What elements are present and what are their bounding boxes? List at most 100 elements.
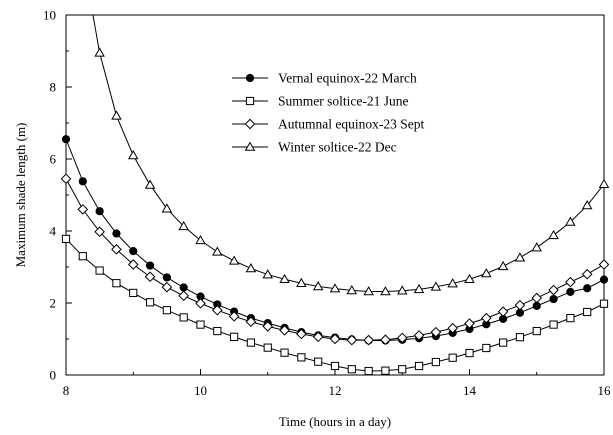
data-point-3 [111,110,122,120]
data-point-1 [599,299,609,308]
data-point-0 [78,177,87,186]
data-point-3 [279,273,290,284]
y-tick-label: 4 [50,224,57,239]
data-point-2 [481,312,492,324]
data-point-2 [447,322,458,334]
data-point-1 [314,357,323,366]
data-point-3 [447,278,458,288]
data-point-2 [60,173,72,185]
data-point-0 [129,247,138,256]
legend-marker [245,73,255,83]
x-tick-label: 14 [463,383,477,398]
data-point-0 [583,284,592,293]
data-point-2 [430,326,442,338]
data-point-1 [347,365,356,374]
legend-marker [245,96,255,106]
data-point-3 [346,284,358,295]
legend-label: Autumnal equinox-23 Sept [278,117,424,132]
data-point-2 [296,328,307,340]
data-point-2 [144,271,156,283]
y-axis: 0 2 4 6 8 10 [43,8,72,383]
data-point-2 [497,306,509,317]
data-point-1 [263,343,272,352]
data-point-2 [77,204,89,215]
x-tick-label: 12 [329,383,342,398]
data-point-2 [195,298,206,309]
legend: Vernal equinox-22 March Summer soltice-21… [232,71,424,155]
data-point-2 [228,311,240,322]
data-point-2 [464,318,475,329]
data-point-2 [245,316,257,328]
y-axis-label: Maximum shade length (m) [13,123,28,268]
data-point-1 [431,357,440,367]
x-axis: 8 10 12 14 16 [63,369,611,398]
data-point-0 [95,207,104,216]
data-point-1 [145,298,155,307]
data-point-3 [481,268,492,278]
data-point-2 [396,332,408,344]
data-point-0 [179,283,188,292]
data-point-1 [499,338,508,347]
data-point-0 [61,135,71,144]
data-point-0 [162,273,171,282]
data-point-2 [346,334,358,346]
data-point-1 [381,366,390,375]
x-tick-label: 16 [598,383,612,398]
data-point-2 [514,299,526,311]
marker-layer [60,47,610,376]
data-point-3 [144,179,156,189]
y-tick-label: 8 [50,80,57,95]
data-point-1 [297,353,306,362]
data-point-3 [514,252,526,262]
data-point-1 [532,326,541,336]
data-point-2 [380,334,391,346]
data-point-1 [196,320,205,329]
data-point-3 [380,286,391,296]
data-point-1 [78,252,87,261]
data-point-1 [246,338,256,347]
legend-marker [244,141,256,151]
data-point-1 [566,314,575,323]
data-point-3 [262,269,274,279]
data-point-1 [95,266,104,275]
data-point-1 [448,353,457,362]
y-tick-label: 0 [50,368,57,383]
data-point-2 [363,334,374,346]
data-point-2 [127,259,139,270]
y-tick-label: 2 [50,296,57,311]
data-point-1 [482,343,491,353]
data-point-3 [548,229,559,240]
data-point-3 [212,246,223,256]
legend-label: Vernal equinox-22 March [278,71,417,86]
plot-frame [65,14,605,376]
data-point-3 [531,242,543,252]
series-line-0 [66,139,604,341]
data-point-0 [112,229,121,238]
data-point-0 [566,287,575,296]
data-point-2 [565,276,576,288]
data-point-3 [581,200,593,210]
legend-label: Summer soltice-21 June [278,94,408,109]
data-point-3 [245,263,257,273]
data-point-2 [531,292,543,304]
data-point-2 [262,321,274,332]
legend-label: Winter soltice-22 Dec [278,140,397,155]
data-point-3 [94,47,105,57]
data-point-1 [583,307,592,317]
data-point-3 [178,220,189,231]
data-point-2 [212,304,223,316]
x-tick-label: 8 [63,383,70,398]
data-point-3 [598,178,610,188]
data-point-1 [364,366,373,376]
data-point-3 [497,260,509,271]
data-point-1 [330,361,340,371]
data-point-3 [195,234,206,245]
data-point-1 [414,361,424,371]
data-point-1 [280,348,289,357]
y-tick-label: 10 [43,8,56,23]
data-point-1 [179,313,188,322]
data-point-3 [329,283,341,293]
data-point-2 [581,268,593,280]
data-point-3 [363,286,374,296]
data-point-2 [111,244,122,255]
